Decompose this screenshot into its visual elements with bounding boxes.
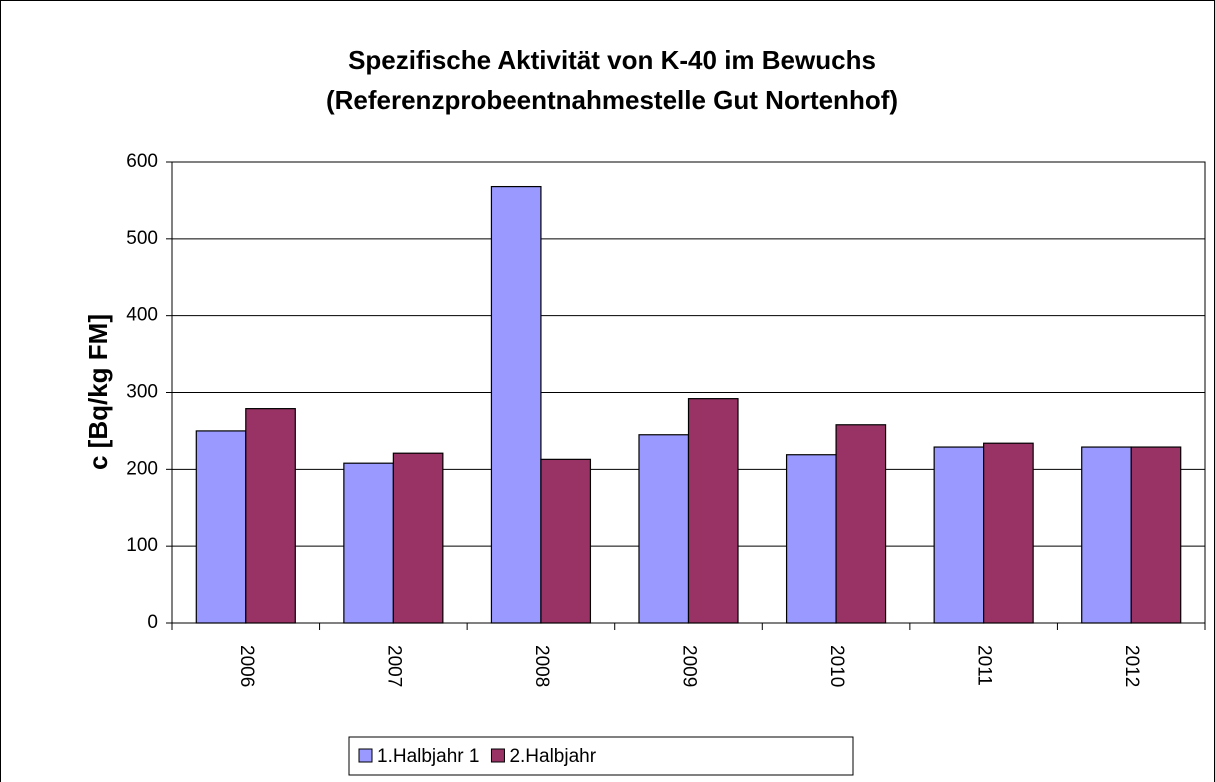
bar: [835, 424, 887, 624]
legend-swatch: [358, 748, 373, 763]
y-tick-label: 100: [126, 535, 158, 556]
bar: [1130, 446, 1182, 624]
y-tick-label: 500: [126, 228, 158, 249]
bar: [490, 185, 542, 624]
bar: [785, 454, 837, 624]
legend-label: 2.Halbjahr: [509, 746, 596, 767]
bar: [983, 442, 1034, 624]
x-tick-label: 2006: [236, 645, 257, 687]
y-axis-label: c [Bq/kg FM]: [83, 314, 113, 470]
x-tick-label: 2012: [1121, 645, 1142, 687]
bar: [392, 452, 444, 624]
bar: [638, 434, 690, 624]
bar: [195, 430, 247, 624]
y-tick-label: 400: [126, 305, 158, 326]
chart-subtitle: (Referenzprobeentnahmestelle Gut Nortenh…: [326, 85, 898, 115]
bar: [245, 408, 296, 624]
legend-label: 1.Halbjahr 1: [377, 746, 479, 767]
y-tick-label: 0: [147, 612, 158, 633]
x-tick-label: 2011: [974, 645, 995, 686]
x-tick-label: 2008: [531, 645, 552, 687]
x-tick-label: 2010: [826, 645, 847, 687]
bar: [343, 462, 394, 624]
y-tick-label: 300: [126, 382, 158, 403]
x-tick-label: 2007: [383, 645, 404, 687]
x-tick-label: 2009: [678, 645, 699, 687]
chart-title: Spezifische Aktivität von K-40 im Bewuch…: [348, 45, 876, 75]
y-tick-label: 600: [126, 151, 158, 172]
y-tick-label: 200: [126, 458, 158, 479]
bar: [687, 398, 739, 624]
bar: [933, 446, 985, 624]
bar: [540, 458, 592, 624]
legend-swatch: [490, 748, 505, 763]
legend-box: [348, 736, 854, 776]
bar: [1081, 446, 1132, 624]
